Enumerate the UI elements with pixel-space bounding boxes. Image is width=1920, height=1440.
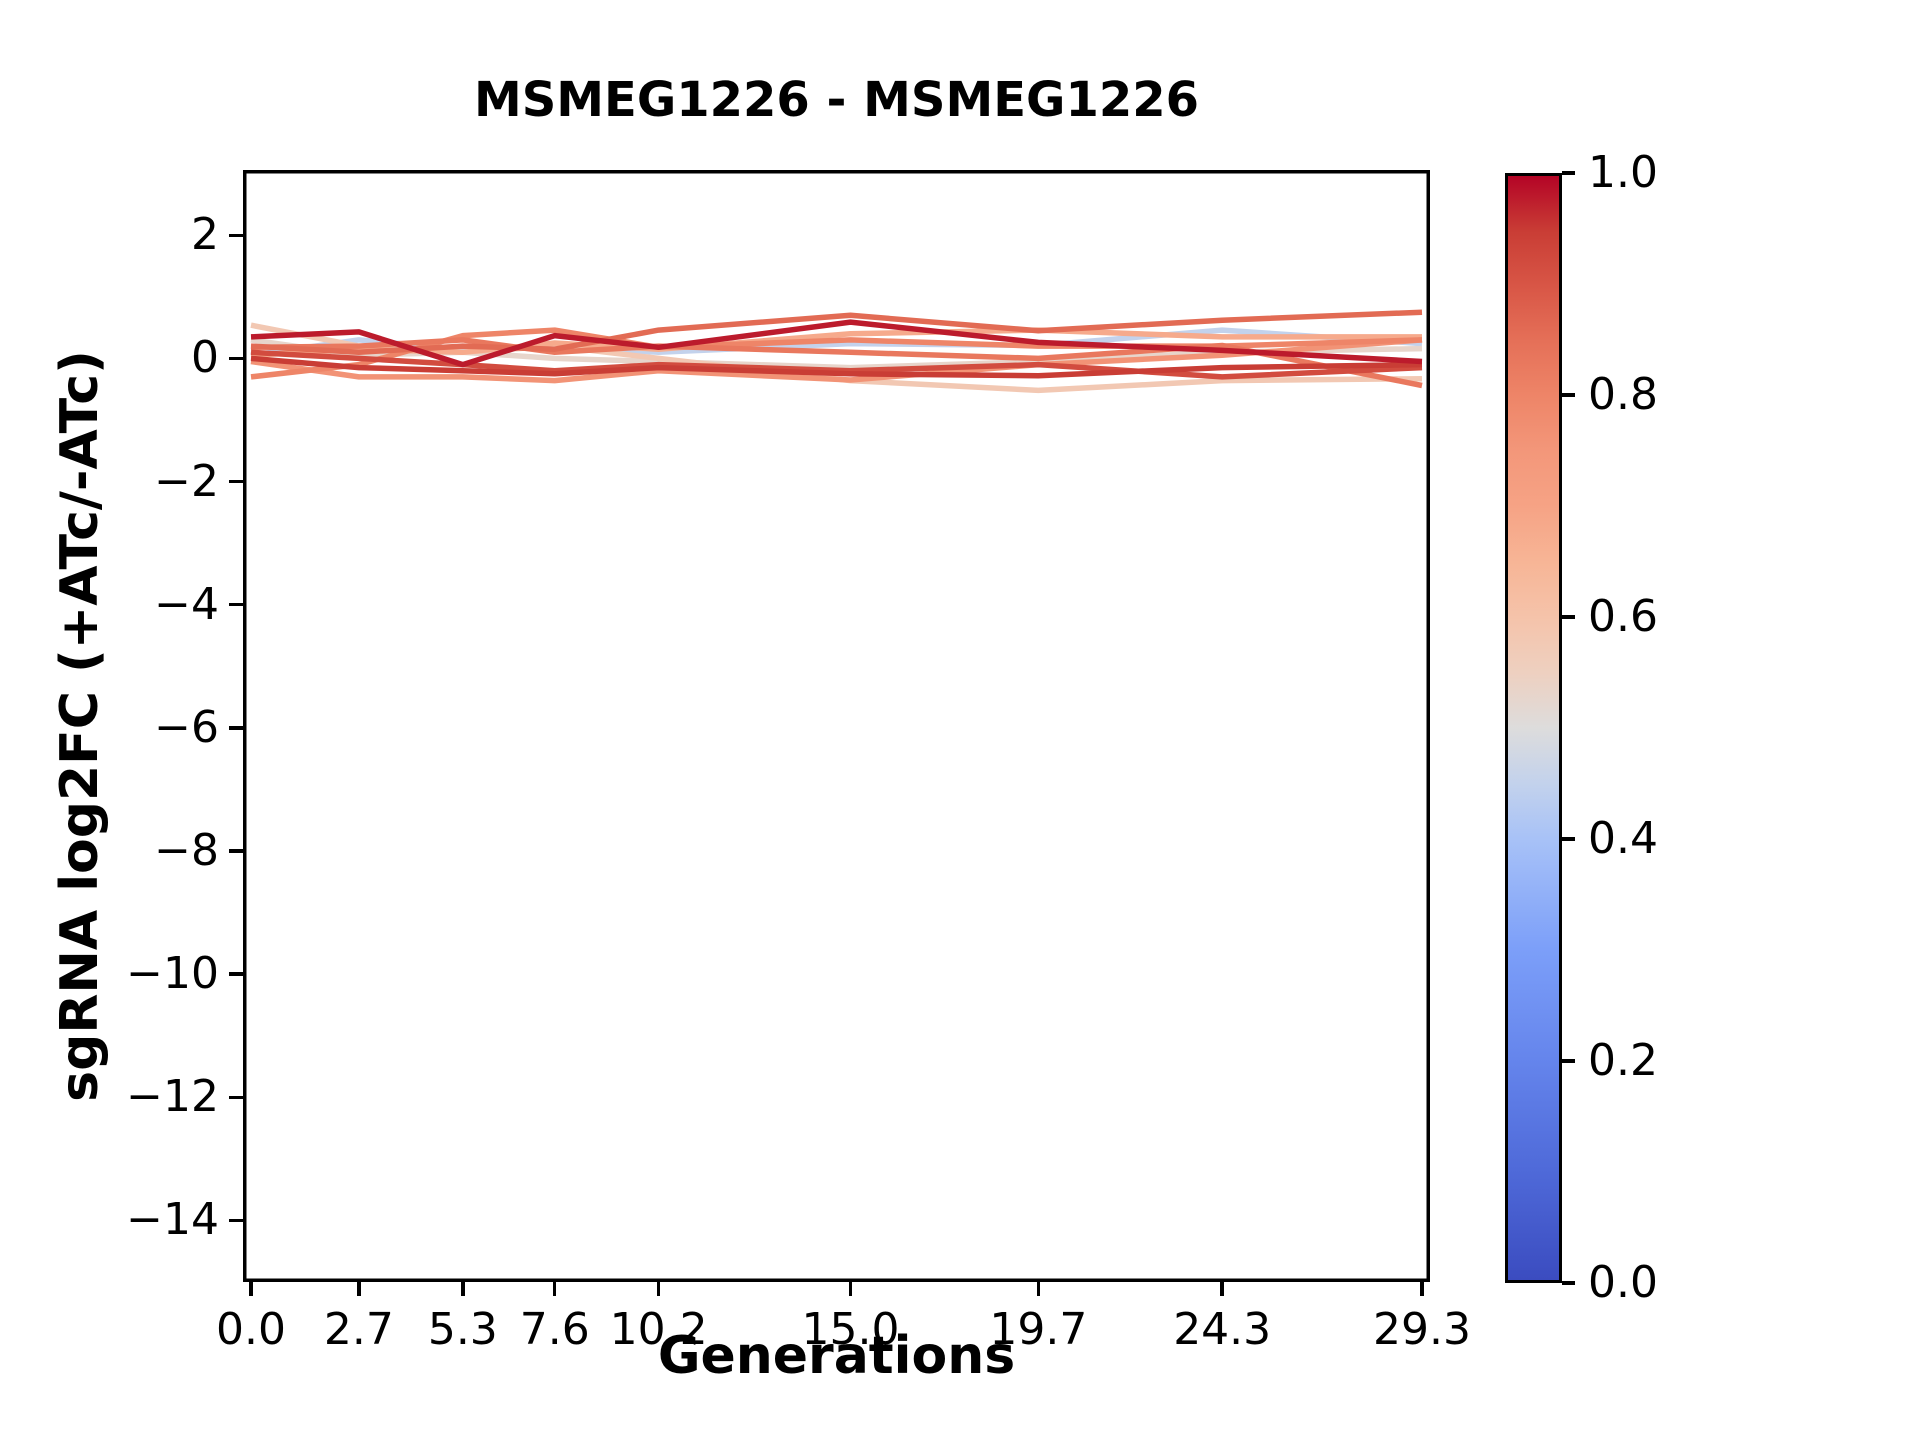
x-tick-mark [848,1282,853,1296]
x-tick-mark [1420,1282,1424,1296]
colorbar-tick-mark [1562,837,1575,841]
colorbar-tick-label: 0.2 [1588,1035,1658,1086]
x-tick-mark [1036,1282,1041,1296]
colorbar-tick-label: 0.6 [1588,591,1658,642]
line-chart-canvas [243,170,1430,1282]
x-tick-label: 7.6 [519,1304,590,1355]
colorbar-tick-mark [1562,1059,1575,1063]
x-tick-label: 19.7 [989,1304,1088,1355]
y-tick-mark [229,602,243,607]
chart-title: MSMEG1226 - MSMEG1226 [473,72,1200,128]
colorbar [1505,173,1562,1283]
x-axis-label: Generations [657,1326,1016,1386]
y-tick-label: −12 [126,1071,219,1123]
y-tick-mark [229,356,243,361]
x-tick-mark [357,1282,361,1296]
y-tick-mark [229,479,243,484]
y-tick-mark [229,1095,243,1100]
x-tick-label: 29.3 [1373,1304,1471,1355]
y-tick-mark [229,233,243,238]
plot-area [243,170,1430,1282]
colorbar-tick-label: 0.4 [1588,813,1658,864]
y-tick-label: −2 [154,455,219,507]
colorbar-tick-label: 1.0 [1588,147,1658,198]
y-tick-label: −14 [126,1194,219,1246]
x-tick-mark [552,1282,557,1296]
x-tick-mark [1220,1282,1224,1296]
axes-spines [243,170,1430,1282]
y-tick-mark [229,849,243,853]
colorbar-tick-label: 0.0 [1588,1257,1658,1308]
sgrna-line-series [250,355,1423,379]
x-tick-mark [249,1282,253,1296]
colorbar-tick-mark [1562,1281,1575,1285]
y-tick-mark [229,972,243,976]
y-tick-mark [229,1218,243,1223]
y-tick-label: −6 [154,701,219,753]
sgrna-line-series [250,319,1423,368]
x-tick-mark [656,1282,661,1296]
colorbar-gradient [1508,176,1559,1280]
y-tick-mark [229,726,243,730]
y-tick-label: 0 [191,332,219,384]
x-tick-label: 15.0 [801,1304,900,1355]
sgrna-line-series [250,309,1423,356]
colorbar-tick-mark [1562,615,1575,619]
x-tick-label: 2.7 [323,1304,394,1355]
y-tick-label: −8 [154,824,219,876]
y-tick-label: −4 [154,578,219,630]
colorbar-tick-mark [1562,393,1575,397]
x-tick-label: 0.0 [215,1304,286,1355]
sgrna-line-series [250,337,1423,384]
x-tick-label: 10.2 [609,1304,708,1355]
x-tick-label: 5.3 [427,1304,498,1355]
colorbar-tick-label: 0.8 [1588,369,1658,420]
y-tick-label: 2 [191,209,219,261]
x-tick-label: 24.3 [1173,1304,1272,1355]
y-tick-label: −10 [126,948,219,1000]
x-tick-mark [461,1282,465,1296]
colorbar-tick-mark [1562,171,1575,175]
